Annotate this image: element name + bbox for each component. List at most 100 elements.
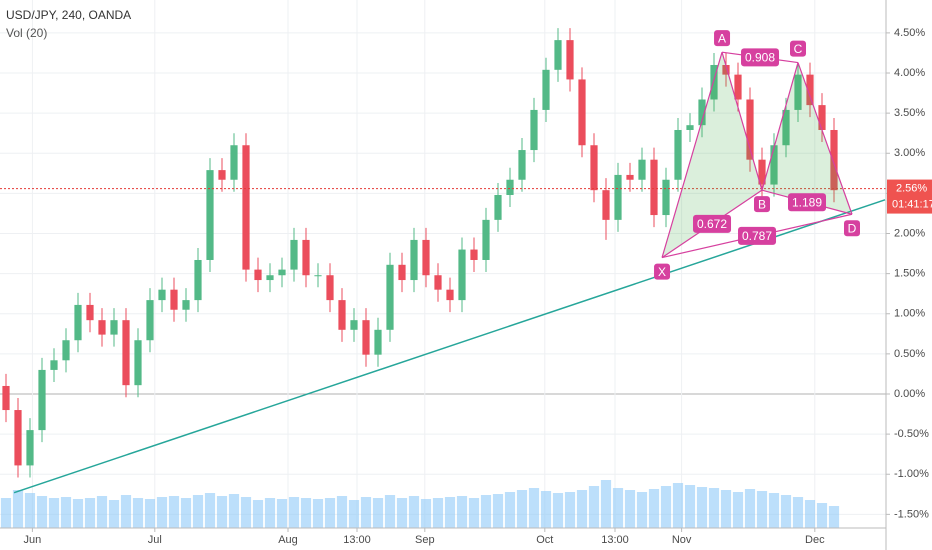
trend-line [13, 199, 886, 494]
last-price-box [887, 179, 932, 214]
x-tick-label: Sep [415, 534, 435, 546]
volume-bar [60, 497, 72, 528]
candle-body [734, 74, 742, 100]
point-label: X [658, 265, 666, 279]
y-tick-label: 3.00% [894, 147, 925, 159]
candle-body [818, 105, 826, 130]
volume-bar [732, 492, 744, 528]
volume-bar [768, 493, 780, 528]
candle-body [218, 170, 226, 180]
candle-body [434, 275, 442, 290]
ratio-box [738, 226, 777, 245]
volume-title: Vol (20) [6, 26, 47, 40]
point-box [790, 40, 806, 57]
candle-body [794, 74, 802, 110]
candle-body [2, 385, 10, 411]
volume-bar [756, 491, 768, 528]
volume-bar [192, 495, 204, 528]
candle-body [14, 410, 22, 466]
volume-bar [456, 496, 468, 528]
candle-body [194, 259, 202, 301]
volume-bar [492, 494, 504, 528]
candle-body [530, 109, 538, 151]
last-price-label: 2.56% [896, 182, 927, 194]
ratio-label: 0.908 [745, 51, 775, 65]
candle-body [146, 300, 154, 341]
volume-bar [504, 492, 516, 528]
volume-bar [528, 488, 540, 528]
candle-body [278, 269, 286, 276]
y-tick-label: 1.00% [894, 308, 925, 320]
candle-body [806, 74, 814, 106]
y-tick-label: 4.00% [894, 67, 925, 79]
candle-body [374, 329, 382, 355]
candle-body [758, 159, 766, 185]
candle-body [446, 289, 454, 301]
candle-body [266, 275, 274, 281]
candle-body [98, 320, 106, 335]
candle-body [302, 239, 310, 276]
volume-bar [348, 500, 360, 528]
candle-body [590, 145, 598, 191]
volume-bar [552, 493, 564, 528]
x-tick-label: Aug [278, 534, 298, 546]
candle-body [626, 174, 634, 180]
y-tick-label: -1.50% [894, 508, 929, 520]
volume-bar [780, 495, 792, 528]
volume-bar [324, 498, 336, 528]
candle-body [578, 79, 586, 146]
volume-bar [48, 498, 60, 528]
volume-bar [480, 495, 492, 528]
candle-body [122, 320, 130, 386]
volume-bar [636, 492, 648, 528]
volume-bar [312, 499, 324, 528]
volume-bar [216, 496, 228, 528]
volume-bar [648, 489, 660, 528]
volume-bar [516, 490, 528, 528]
volume-bar [108, 500, 120, 528]
volume-bar [612, 488, 624, 528]
ratio-box [741, 48, 780, 67]
candle-body [662, 179, 670, 216]
candle-body [182, 300, 190, 310]
volume-bar [120, 495, 132, 528]
volume-bar [828, 506, 840, 528]
candle-body [254, 269, 262, 281]
candle-body [470, 249, 478, 260]
x-tick-label: Nov [672, 534, 692, 546]
x-tick-label: Dec [805, 534, 825, 546]
volume-bar [600, 480, 612, 528]
pattern-fill [762, 62, 852, 215]
candle-body [62, 340, 70, 361]
candle-body [134, 340, 142, 386]
volume-bar [96, 496, 108, 528]
volume-bar [444, 497, 456, 528]
candle-body [602, 190, 610, 220]
volume-bar [696, 487, 708, 528]
candle-body [314, 275, 322, 277]
volume-bar [720, 490, 732, 528]
candle-body [74, 304, 82, 341]
volume-bar [240, 497, 252, 528]
point-label: A [718, 31, 726, 45]
volume-bar [432, 498, 444, 528]
volume-bar [384, 495, 396, 528]
candle-body [110, 320, 118, 335]
volume-bar [276, 499, 288, 528]
x-tick-label: 13:00 [601, 534, 629, 546]
candle-body [722, 64, 730, 75]
candle-body [638, 159, 646, 180]
y-tick-label: 2.00% [894, 227, 925, 239]
volume-bar [576, 490, 588, 528]
pattern-leg [661, 51, 723, 258]
point-box [654, 263, 671, 280]
volume-bar [84, 498, 96, 528]
candle-body [494, 194, 502, 220]
y-tick-label: -0.50% [894, 428, 929, 440]
y-tick-label: 0.00% [894, 388, 925, 400]
candle-body [242, 145, 250, 270]
point-box [754, 196, 770, 213]
y-tick-label: 4.50% [894, 27, 925, 39]
volume-bar [540, 491, 552, 528]
candle-body [326, 275, 334, 301]
